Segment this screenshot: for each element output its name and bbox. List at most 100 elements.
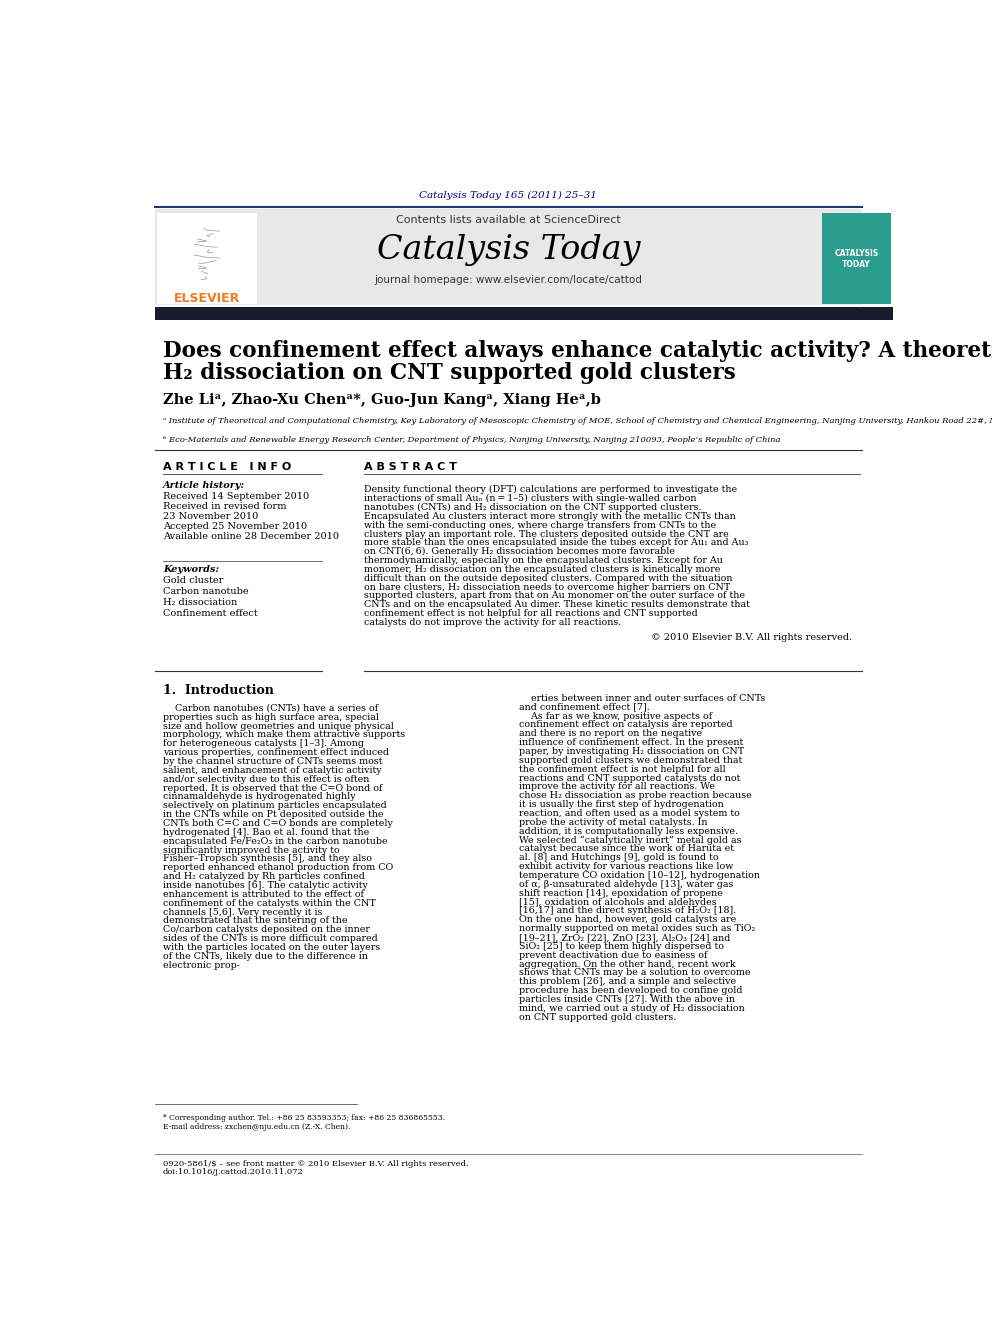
Text: in the CNTs while on Pt deposited outside the: in the CNTs while on Pt deposited outsid… (163, 810, 383, 819)
Text: Received 14 September 2010: Received 14 September 2010 (163, 492, 309, 500)
Text: of α, β-unsaturated aldehyde [13], water gas: of α, β-unsaturated aldehyde [13], water… (519, 880, 734, 889)
Text: supported clusters, apart from that on Au monomer on the outer surface of the: supported clusters, apart from that on A… (364, 591, 745, 601)
Text: confinement effect is not helpful for all reactions and CNT supported: confinement effect is not helpful for al… (364, 609, 698, 618)
Text: and/or selectivity due to this effect is often: and/or selectivity due to this effect is… (163, 775, 369, 783)
FancyBboxPatch shape (155, 209, 862, 306)
Text: Confinement effect: Confinement effect (163, 609, 258, 618)
Text: CATALYSIS
TODAY: CATALYSIS TODAY (834, 249, 879, 269)
Text: cinnamaldehyde is hydrogenated highly: cinnamaldehyde is hydrogenated highly (163, 792, 355, 802)
Text: As far as we know, positive aspects of: As far as we know, positive aspects of (519, 712, 712, 721)
Text: Keywords:: Keywords: (163, 565, 219, 574)
Text: Catalysis Today 165 (2011) 25–31: Catalysis Today 165 (2011) 25–31 (420, 191, 597, 200)
Text: catalyst because since the work of Haruta et: catalyst because since the work of Harut… (519, 844, 734, 853)
Text: encapsulated Fe/Fe₂O₃ in the carbon nanotube: encapsulated Fe/Fe₂O₃ in the carbon nano… (163, 836, 387, 845)
Text: [19–21], ZrO₂ [22], ZnO [23], Al₂O₃ [24] and: [19–21], ZrO₂ [22], ZnO [23], Al₂O₃ [24]… (519, 933, 731, 942)
Text: enhancement is attributed to the effect of: enhancement is attributed to the effect … (163, 890, 364, 898)
Text: hydrogenated [4]. Bao et al. found that the: hydrogenated [4]. Bao et al. found that … (163, 828, 369, 837)
Text: demonstrated that the sintering of the: demonstrated that the sintering of the (163, 917, 347, 926)
Text: [16,17] and the direct synthesis of H₂O₂ [18].: [16,17] and the direct synthesis of H₂O₂… (519, 906, 736, 916)
Text: clusters play an important role. The clusters deposited outside the CNT are: clusters play an important role. The clu… (364, 529, 729, 538)
Text: shows that CNTs may be a solution to overcome: shows that CNTs may be a solution to ove… (519, 968, 751, 978)
Text: reaction, and often used as a model system to: reaction, and often used as a model syst… (519, 810, 740, 818)
Text: this problem [26], and a simple and selective: this problem [26], and a simple and sele… (519, 978, 736, 986)
Text: reported enhanced ethanol production from CO: reported enhanced ethanol production fro… (163, 864, 393, 872)
Text: confinement effect on catalysis are reported: confinement effect on catalysis are repo… (519, 721, 733, 729)
Text: properties such as high surface area, special: properties such as high surface area, sp… (163, 713, 379, 722)
Text: H₂ dissociation: H₂ dissociation (163, 598, 237, 607)
Text: sides of the CNTs is more difficult compared: sides of the CNTs is more difficult comp… (163, 934, 378, 943)
Text: Catalysis Today: Catalysis Today (377, 234, 640, 266)
Text: Article history:: Article history: (163, 480, 245, 490)
FancyBboxPatch shape (821, 213, 891, 303)
Text: the confinement effect is not helpful for all: the confinement effect is not helpful fo… (519, 765, 726, 774)
Text: Density functional theory (DFT) calculations are performed to investigate the: Density functional theory (DFT) calculat… (364, 486, 737, 495)
Text: doi:10.1016/j.cattod.2010.11.072: doi:10.1016/j.cattod.2010.11.072 (163, 1168, 304, 1176)
Text: on bare clusters, H₂ dissociation needs to overcome higher barriers on CNT: on bare clusters, H₂ dissociation needs … (364, 582, 730, 591)
Text: E-mail address: zxchen@nju.edu.cn (Z.-X. Chen).: E-mail address: zxchen@nju.edu.cn (Z.-X.… (163, 1123, 350, 1131)
Text: procedure has been developed to confine gold: procedure has been developed to confine … (519, 986, 743, 995)
Text: addition, it is computationally less expensive.: addition, it is computationally less exp… (519, 827, 738, 836)
Text: improve the activity for all reactions. We: improve the activity for all reactions. … (519, 782, 715, 791)
Text: paper, by investigating H₂ dissociation on CNT: paper, by investigating H₂ dissociation … (519, 747, 744, 755)
Text: significantly improved the activity to: significantly improved the activity to (163, 845, 339, 855)
Text: nanotubes (CNTs) and H₂ dissociation on the CNT supported clusters.: nanotubes (CNTs) and H₂ dissociation on … (364, 503, 701, 512)
Text: Received in revised form: Received in revised form (163, 501, 287, 511)
Text: Gold cluster: Gold cluster (163, 577, 223, 585)
Text: A R T I C L E   I N F O: A R T I C L E I N F O (163, 462, 291, 472)
Text: and confinement effect [7].: and confinement effect [7]. (519, 703, 650, 712)
Text: CNTs and on the encapsulated Au dimer. These kinetic results demonstrate that: CNTs and on the encapsulated Au dimer. T… (364, 601, 750, 610)
Text: interactions of small Auₙ (n = 1–5) clusters with single-walled carbon: interactions of small Auₙ (n = 1–5) clus… (364, 493, 696, 503)
Text: exhibit activity for various reactions like low: exhibit activity for various reactions l… (519, 863, 734, 871)
Text: ᵇ Eco-Materials and Renewable Energy Research Center, Department of Physics, Nan: ᵇ Eco-Materials and Renewable Energy Res… (163, 437, 781, 445)
Text: al. [8] and Hutchings [9], gold is found to: al. [8] and Hutchings [9], gold is found… (519, 853, 719, 863)
Text: monomer, H₂ dissociation on the encapsulated clusters is kinetically more: monomer, H₂ dissociation on the encapsul… (364, 565, 720, 574)
Text: reactions and CNT supported catalysts do not: reactions and CNT supported catalysts do… (519, 774, 741, 783)
Text: prevent deactivation due to easiness of: prevent deactivation due to easiness of (519, 951, 707, 959)
Text: particles inside CNTs [27]. With the above in: particles inside CNTs [27]. With the abo… (519, 995, 735, 1004)
Text: more stable than the ones encapsulated inside the tubes except for Au₁ and Au₃: more stable than the ones encapsulated i… (364, 538, 749, 548)
Text: Available online 28 December 2010: Available online 28 December 2010 (163, 532, 338, 541)
Text: temperature CO oxidation [10–12], hydrogenation: temperature CO oxidation [10–12], hydrog… (519, 871, 760, 880)
Text: influence of confinement effect. In the present: influence of confinement effect. In the … (519, 738, 743, 747)
Text: Contents lists available at ScienceDirect: Contents lists available at ScienceDirec… (396, 216, 621, 225)
Text: ELSEVIER: ELSEVIER (174, 292, 240, 306)
Text: A B S T R A C T: A B S T R A C T (364, 462, 457, 472)
Text: various properties, confinement effect induced: various properties, confinement effect i… (163, 749, 389, 757)
Text: 23 November 2010: 23 November 2010 (163, 512, 258, 520)
Text: reported. It is observed that the C=O bond of: reported. It is observed that the C=O bo… (163, 783, 382, 792)
Text: and H₂ catalyzed by Rh particles confined: and H₂ catalyzed by Rh particles confine… (163, 872, 365, 881)
Text: on CNT supported gold clusters.: on CNT supported gold clusters. (519, 1012, 677, 1021)
Text: 0920-5861/$ – see front matter © 2010 Elsevier B.V. All rights reserved.: 0920-5861/$ – see front matter © 2010 El… (163, 1160, 468, 1168)
Text: difficult than on the outside deposited clusters. Compared with the situation: difficult than on the outside deposited … (364, 574, 733, 583)
Text: supported gold clusters we demonstrated that: supported gold clusters we demonstrated … (519, 755, 742, 765)
Text: Carbon nanotube: Carbon nanotube (163, 587, 248, 595)
Text: Fisher–Tropsch synthesis [5], and they also: Fisher–Tropsch synthesis [5], and they a… (163, 855, 372, 864)
Text: SiO₂ [25] to keep them highly dispersed to: SiO₂ [25] to keep them highly dispersed … (519, 942, 724, 951)
Text: [15], oxidation of alcohols and aldehydes: [15], oxidation of alcohols and aldehyde… (519, 897, 717, 906)
Text: normally supported on metal oxides such as TiO₂: normally supported on metal oxides such … (519, 925, 756, 933)
Text: Co/carbon catalysts deposited on the inner: Co/carbon catalysts deposited on the inn… (163, 925, 370, 934)
Text: thermodynamically, especially on the encapsulated clusters. Except for Au: thermodynamically, especially on the enc… (364, 556, 723, 565)
Text: On the one hand, however, gold catalysts are: On the one hand, however, gold catalysts… (519, 916, 736, 925)
Text: confinement of the catalysts within the CNT: confinement of the catalysts within the … (163, 898, 376, 908)
Text: with the semi-conducting ones, where charge transfers from CNTs to the: with the semi-conducting ones, where cha… (364, 521, 716, 529)
Text: * Corresponding author. Tel.: +86 25 83593353; fax: +86 25 836865553.: * Corresponding author. Tel.: +86 25 835… (163, 1114, 444, 1122)
Text: journal homepage: www.elsevier.com/locate/cattod: journal homepage: www.elsevier.com/locat… (374, 275, 643, 286)
Text: aggregation. On the other hand, recent work: aggregation. On the other hand, recent w… (519, 959, 736, 968)
Text: for heterogeneous catalysts [1–3]. Among: for heterogeneous catalysts [1–3]. Among (163, 740, 364, 749)
FancyBboxPatch shape (157, 213, 257, 303)
Text: catalysts do not improve the activity for all reactions.: catalysts do not improve the activity fo… (364, 618, 622, 627)
Text: CNTs both C=C and C=O bonds are completely: CNTs both C=C and C=O bonds are complete… (163, 819, 393, 828)
Text: inside nanotubes [6]. The catalytic activity: inside nanotubes [6]. The catalytic acti… (163, 881, 368, 890)
Text: ᵃ Institute of Theoretical and Computational Chemistry, Key Laboratory of Mesosc: ᵃ Institute of Theoretical and Computati… (163, 418, 992, 426)
Text: © 2010 Elsevier B.V. All rights reserved.: © 2010 Elsevier B.V. All rights reserved… (652, 634, 852, 642)
Text: mind, we carried out a study of H₂ dissociation: mind, we carried out a study of H₂ disso… (519, 1004, 745, 1013)
Text: it is usually the first step of hydrogenation: it is usually the first step of hydrogen… (519, 800, 724, 810)
Text: on CNT(6, 6). Generally H₂ dissociation becomes more favorable: on CNT(6, 6). Generally H₂ dissociation … (364, 548, 676, 557)
Text: shift reaction [14], epoxidation of propene: shift reaction [14], epoxidation of prop… (519, 889, 723, 898)
Text: Carbon nanotubes (CNTs) have a series of: Carbon nanotubes (CNTs) have a series of (163, 704, 378, 713)
Text: selectively on platinum particles encapsulated: selectively on platinum particles encaps… (163, 802, 387, 810)
Text: chose H₂ dissociation as probe reaction because: chose H₂ dissociation as probe reaction … (519, 791, 752, 800)
Text: probe the activity of metal catalysts. In: probe the activity of metal catalysts. I… (519, 818, 707, 827)
Text: 1.  Introduction: 1. Introduction (163, 684, 274, 697)
